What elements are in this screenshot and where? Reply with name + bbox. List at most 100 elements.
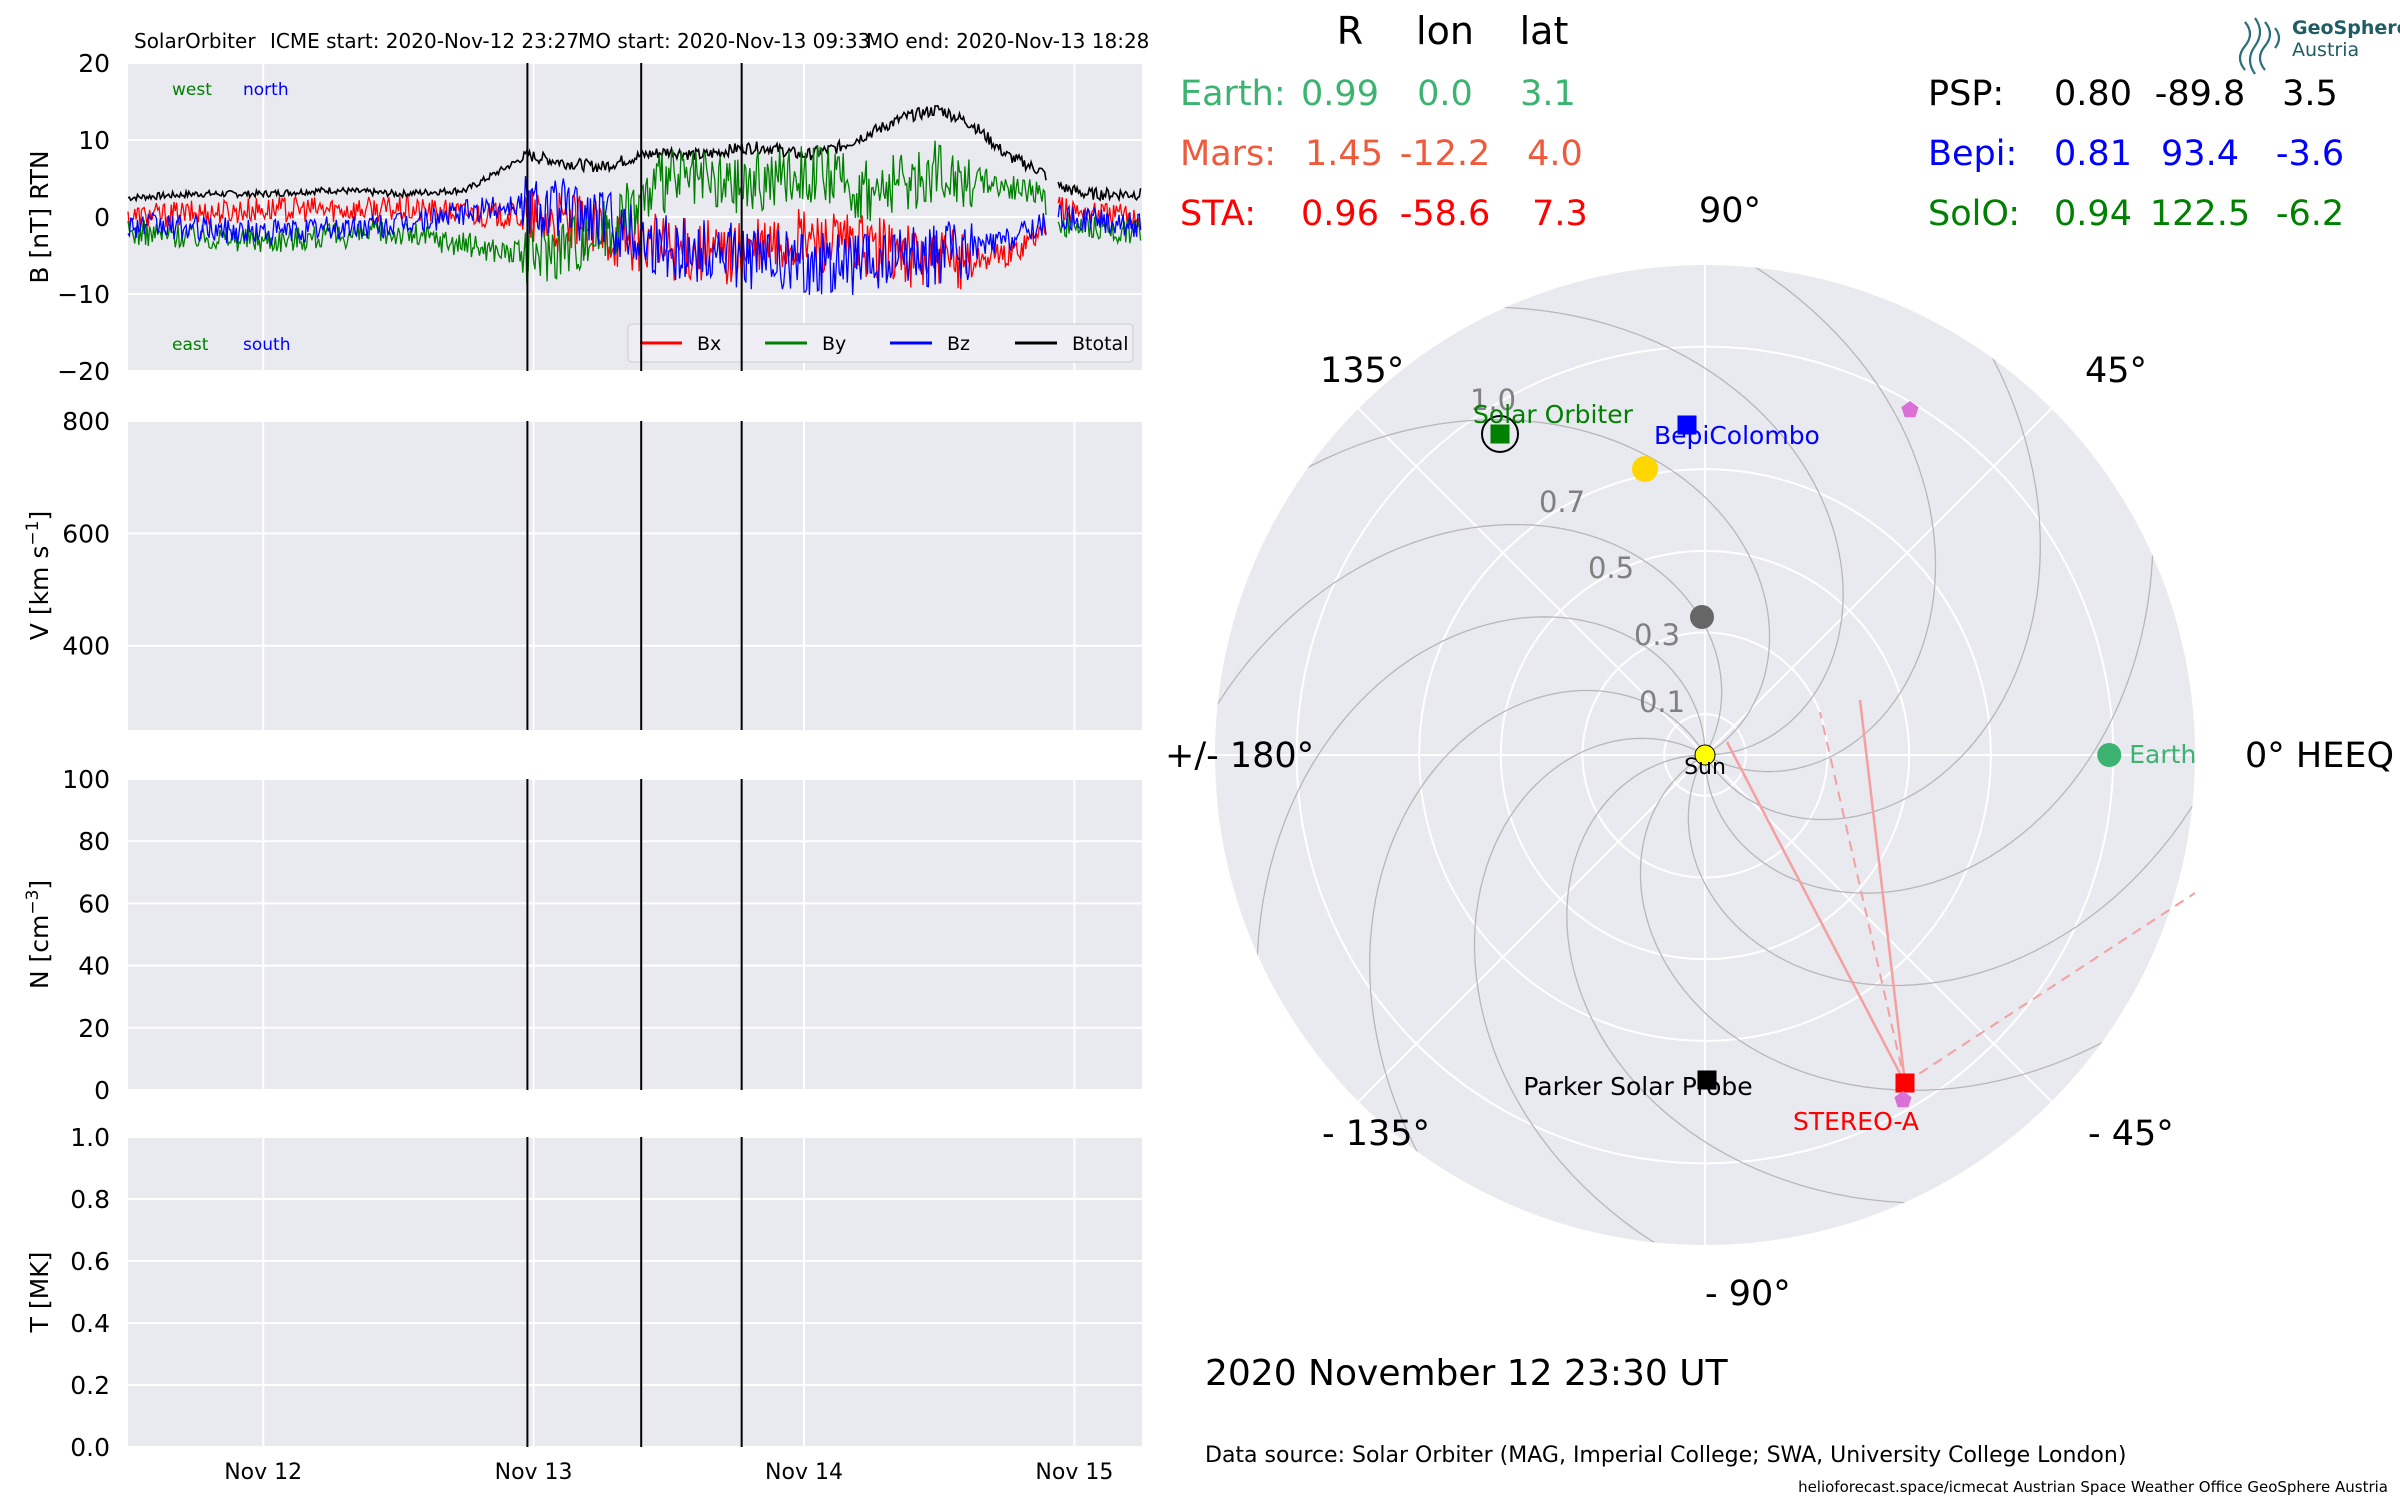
parker-spiral-line (1596, 265, 1937, 773)
sta-row-r: 0.96 (1301, 194, 1379, 234)
velocity-panel: 800 600 400 V [km s−1] (23, 407, 1142, 730)
header-icme-start: ICME start: 2020-Nov-12 23:27 (270, 29, 579, 53)
sta-row-lat: 7.3 (1532, 194, 1588, 234)
angular-gridline (1704, 407, 2053, 756)
earth-row-lon: 0.0 (1417, 74, 1473, 114)
legend-label-bx: Bx (697, 333, 721, 355)
earth-row-name: Earth: (1180, 74, 1286, 114)
sta-fov-dashed-line (1904, 892, 2196, 1084)
earth-row-lat: 3.1 (1520, 74, 1576, 114)
parker-spiral-line (1708, 265, 2041, 821)
angle-label-135: 135° (1320, 351, 1404, 391)
y-tick-label: −10 (57, 280, 110, 309)
y-tick-label: 100 (62, 765, 110, 794)
parker-spiral-line (1334, 306, 1844, 756)
parker-spiral-line (1687, 646, 2195, 987)
parker-spirals (1215, 265, 2195, 1245)
annotation-west: west (172, 80, 212, 100)
plot-area (128, 421, 1142, 730)
parker-spiral-line (1256, 616, 1706, 1126)
psp-row-lat: 3.5 (2282, 74, 2338, 114)
pentagon-marker (1901, 401, 1919, 418)
solo-marker (1490, 424, 1510, 444)
angle-label-45: 45° (2085, 351, 2147, 391)
sta-fov-line (1858, 699, 1907, 1084)
logo-line2: Austria (2292, 39, 2359, 61)
table-header-r: R (1337, 9, 1363, 53)
y-axis-label: V [km s−1] (23, 511, 54, 640)
y-tick-label: −20 (57, 357, 110, 386)
x-tick-label: Nov 14 (765, 1460, 843, 1485)
angle-label-90: 90° (1699, 191, 1761, 231)
solo-row-r: 0.94 (2054, 194, 2132, 234)
credits-label: helioforecast.space/icmecat Austrian Spa… (1798, 1478, 2388, 1496)
y-axis-label: B [nT] RTN (25, 150, 54, 283)
logo-line1: GeoSphere (2292, 17, 2400, 39)
y-tick-label: 40 (78, 952, 110, 981)
x-tick-label: Nov 12 (224, 1460, 302, 1485)
bepi-row-lon: 93.4 (2161, 134, 2239, 174)
timestamp-label: 2020 November 12 23:30 UT (1205, 1353, 1729, 1394)
psp-row-name: PSP: (1928, 74, 2004, 114)
angle-label-minus90: - 90° (1705, 1274, 1791, 1314)
mars-row-name: Mars: (1180, 134, 1276, 174)
y-axis-label-exponent: −1 (23, 521, 43, 546)
y-tick-label: 0.0 (70, 1433, 110, 1462)
y-tick-label: 0.8 (70, 1185, 110, 1214)
y-tick-label: 80 (78, 827, 110, 856)
angular-gridline (1357, 407, 1706, 756)
solo-label: Solar Orbiter (1473, 400, 1634, 429)
y-axis-label-main: N [cm (25, 915, 54, 990)
annotation-east: east (172, 335, 209, 355)
venus-marker (1632, 456, 1658, 482)
psp-row-lon: -89.8 (2155, 74, 2246, 114)
radial-tick-label: 1.0 (1470, 383, 1516, 417)
bepi-row-lat: -3.6 (2276, 134, 2344, 174)
table-header-lon: lon (1416, 9, 1474, 53)
parker-spiral-line (1639, 758, 2195, 1091)
parker-spiral-line (1215, 419, 1771, 752)
magnetic-field-panel: 20 10 0 −10 −20 B [nT] RTN west north east south B… (25, 49, 1142, 386)
mars-row-lon: -12.2 (1400, 134, 1491, 174)
parker-spiral-line (1473, 737, 1814, 1245)
header-spacecraft: SolarOrbiter (134, 29, 256, 53)
legend-label-btotal: Btotal (1072, 333, 1128, 355)
angular-gridline (1357, 754, 1706, 1103)
solo-row-lon: 122.5 (2150, 194, 2250, 234)
y-tick-label: 400 (62, 632, 110, 661)
y-axis-label-end: ] (25, 511, 54, 521)
y-axis-label-end: ] (25, 880, 54, 890)
radial-tick-label: 0.5 (1588, 551, 1634, 585)
sta-fov-line (1725, 741, 1907, 1084)
y-tick-label: 0.2 (70, 1371, 110, 1400)
annotation-north: north (243, 80, 289, 100)
y-axis-label-exponent: −3 (23, 890, 43, 915)
sun-marker (1694, 744, 1716, 766)
header-mo-start: MO start: 2020-Nov-13 09:33 (578, 29, 870, 53)
series-btotal-line (127, 104, 1142, 203)
sta-fov-dashed-line (1819, 711, 1906, 1084)
annotation-south: south (243, 335, 290, 355)
parker-spiral-line (1566, 754, 2076, 1204)
stereo-a-marker (1895, 1073, 1915, 1093)
angle-label-minus45: - 45° (2088, 1114, 2174, 1154)
mercury-marker (1690, 605, 1714, 629)
stereo-a-label: STEREO-A (1793, 1107, 1919, 1136)
y-axis-label-main: V [km s (25, 546, 54, 641)
bepi-row-name: Bepi: (1928, 134, 2017, 174)
earth-row-r: 0.99 (1301, 74, 1379, 114)
psp-row-r: 0.80 (2054, 74, 2132, 114)
y-tick-label: 60 (78, 889, 110, 918)
geosphere-logo: GeoSphere Austria (2238, 17, 2400, 75)
sta-row-lon: -58.6 (1400, 194, 1491, 234)
psp-label: Parker Solar Probe (1523, 1072, 1752, 1101)
legend-label-bz: Bz (947, 333, 970, 355)
earth-label: Earth (2129, 740, 2196, 769)
legend: Bx By Bz Btotal (627, 323, 1134, 363)
bepi-marker (1677, 415, 1697, 435)
y-tick-label: 1.0 (70, 1123, 110, 1152)
x-tick-label: Nov 13 (495, 1460, 573, 1485)
psp-marker (1697, 1070, 1717, 1090)
plot-area (128, 779, 1142, 1090)
y-tick-label: 800 (62, 407, 110, 436)
